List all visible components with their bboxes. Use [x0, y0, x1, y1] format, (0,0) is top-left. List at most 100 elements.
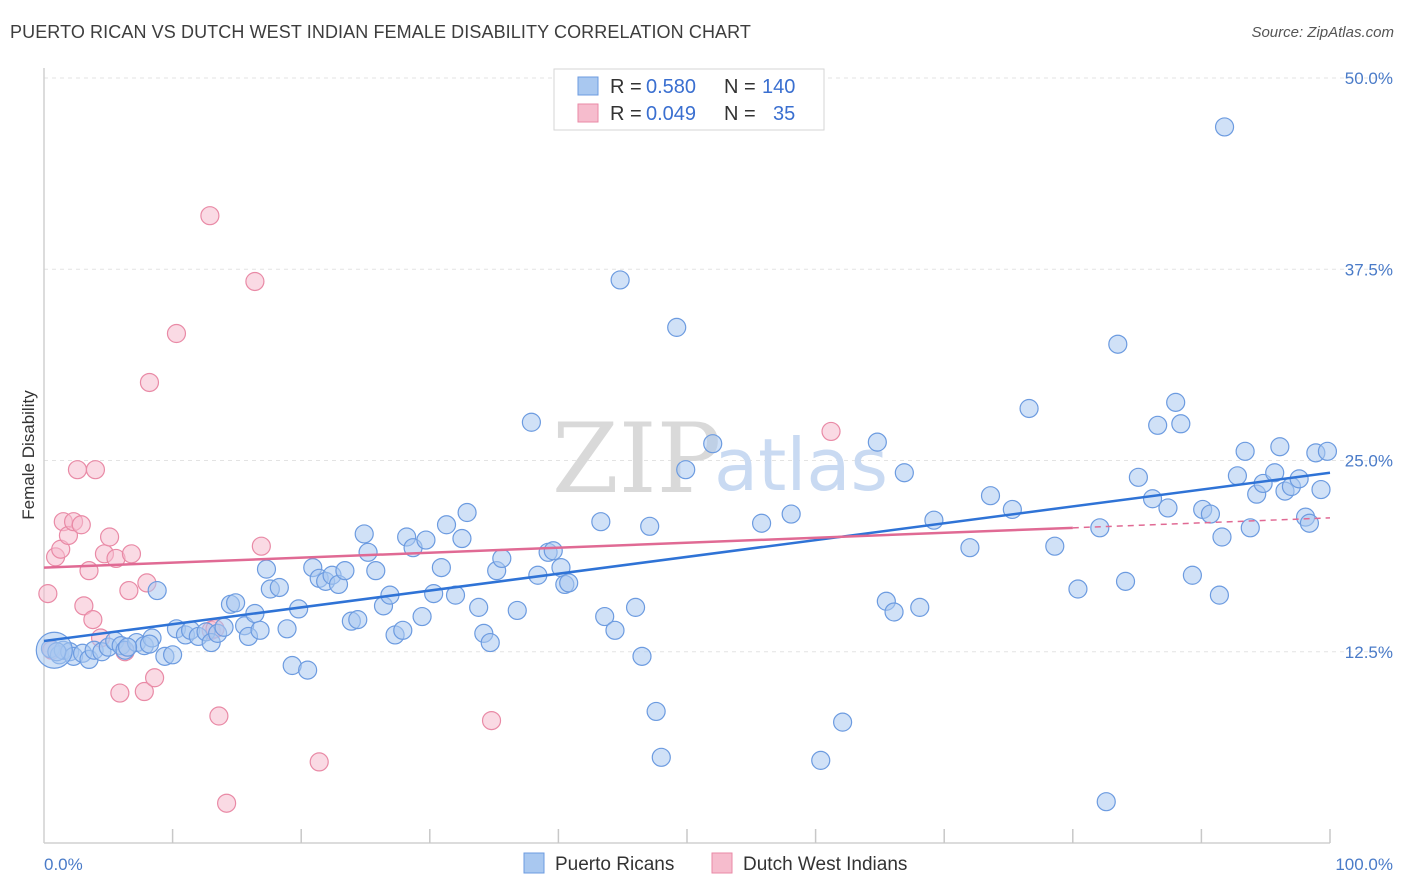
dutch-west-indians-point-24: [144, 668, 165, 688]
puerto-ricans-point-103: [1019, 398, 1039, 419]
puerto-ricans-point-60: [431, 557, 451, 578]
y-tick-label-3: 50.0%: [1345, 69, 1393, 88]
bottom-legend-puerto-ricans: Puerto Ricans: [555, 854, 674, 875]
dutch-west-indians-point-29: [209, 706, 229, 726]
watermark-atlas: atlas: [714, 423, 888, 507]
y-tick-label-0: 12.5%: [1345, 643, 1393, 662]
puerto-ricans-point-138: [117, 637, 138, 657]
puerto-ricans-point-78: [591, 512, 611, 532]
puerto-ricans-point-48: [354, 524, 374, 544]
puerto-ricans-point-124: [1240, 518, 1260, 538]
dutch-west-indians-point-10: [79, 561, 99, 581]
puerto-ricans-point-39: [298, 660, 318, 680]
puerto-ricans-point-64: [457, 502, 477, 523]
puerto-ricans-point-69: [492, 548, 512, 569]
y-axis-tick-labels: 12.5% 25.0% 37.5% 50.0%: [1345, 69, 1393, 662]
puerto-ricans-point-114: [1166, 392, 1186, 412]
puerto-ricans-point-89: [703, 434, 723, 454]
legend-r-value-1: 0.580: [646, 76, 696, 98]
puerto-ricans-point-128: [1270, 437, 1290, 457]
dutch-west-indians-point-19: [119, 580, 139, 601]
legend-r-value-2: 0.049: [646, 103, 696, 125]
y-tick-label-1: 25.0%: [1345, 452, 1393, 471]
puerto-ricans-point-92: [811, 750, 831, 770]
bottom-legend: Puerto Ricans Dutch West Indians: [523, 852, 907, 875]
puerto-ricans-point-28: [226, 593, 246, 613]
puerto-ricans-point-121: [1214, 117, 1235, 137]
puerto-ricans-point-97: [894, 463, 914, 483]
puerto-ricans-point-112: [1148, 415, 1168, 435]
dutch-west-indians-point-33: [309, 752, 329, 772]
puerto-ricans-point-133: [1299, 513, 1320, 533]
dutch-west-indians-point-21: [134, 681, 154, 702]
puerto-ricans-point-122: [1227, 466, 1248, 486]
puerto-ricans-point-63: [452, 528, 472, 549]
puerto-ricans-point-105: [1068, 579, 1088, 599]
dutch-west-indians-trend-line: [43, 526, 1073, 569]
puerto-ricans-point-84: [640, 516, 660, 536]
puerto-ricans-point-16: [147, 580, 167, 601]
puerto-ricans-point-74: [543, 541, 563, 561]
puerto-ricans-point-108: [1108, 334, 1128, 354]
puerto-ricans-point-47: [348, 610, 368, 630]
puerto-ricans-point-113: [1158, 498, 1178, 518]
legend-swatch-pink: [577, 103, 599, 123]
puerto-ricans-point-79: [595, 606, 615, 627]
legend-r-label-2: R =: [610, 103, 642, 125]
chart-title: PUERTO RICAN VS DUTCH WEST INDIAN FEMALE…: [10, 22, 752, 42]
puerto-ricans-point-32: [250, 620, 270, 640]
source-label: Source: ZipAtlas.com: [1251, 24, 1394, 41]
puerto-ricans-points: [35, 117, 1338, 812]
puerto-ricans-trend-line: [43, 471, 1331, 643]
dutch-west-indians-point-8: [71, 515, 91, 535]
puerto-ricans-point-91: [781, 504, 801, 524]
puerto-ricans-point-61: [436, 515, 457, 535]
dutch-west-indians-point-34: [481, 710, 502, 731]
legend-n-label-2: N =: [724, 103, 756, 125]
puerto-ricans-point-93: [833, 712, 853, 732]
dutch-west-indians-point-11: [83, 610, 103, 630]
puerto-ricans-point-106: [1090, 518, 1110, 538]
x-axis-ticks: [171, 829, 1331, 843]
puerto-ricans-point-90: [751, 513, 772, 533]
puerto-ricans-point-33: [256, 559, 277, 579]
puerto-ricans-point-119: [1209, 585, 1230, 605]
puerto-ricans-point-88: [676, 460, 696, 480]
legend-swatch-blue: [577, 76, 599, 96]
dutch-west-indians-point-35: [821, 421, 841, 442]
bottom-legend-dutch-west-indians: Dutch West Indians: [743, 854, 907, 875]
x-tick-label-min: 0.0%: [44, 855, 83, 874]
dutch-west-indians-point-26: [200, 206, 220, 226]
puerto-ricans-point-57: [412, 606, 432, 627]
y-tick-label-2: 37.5%: [1345, 260, 1393, 279]
puerto-ricans-point-81: [610, 270, 630, 290]
puerto-ricans-point-70: [507, 600, 527, 621]
puerto-ricans-point-110: [1128, 467, 1148, 487]
dutch-west-indians-point-0: [38, 584, 58, 604]
puerto-ricans-point-18: [163, 645, 183, 665]
dutch-west-indians-point-25: [166, 323, 187, 344]
puerto-ricans-point-123: [1235, 441, 1255, 461]
puerto-ricans-point-58: [416, 530, 436, 550]
puerto-ricans-point-115: [1171, 414, 1191, 434]
dutch-west-indians-point-15: [99, 527, 120, 547]
puerto-ricans-point-136: [1317, 441, 1338, 461]
dutch-west-indians-point-12: [85, 460, 106, 480]
puerto-ricans-point-118: [1200, 504, 1221, 524]
x-tick-label-max: 100.0%: [1335, 855, 1393, 874]
puerto-ricans-point-120: [1212, 527, 1232, 547]
puerto-ricans-point-54: [393, 620, 413, 640]
legend-n-value-1: 140: [762, 76, 795, 98]
dutch-west-indians-point-23: [139, 372, 160, 393]
dutch-west-indians-point-9: [74, 596, 94, 616]
watermark: ZIP atlas: [552, 403, 888, 515]
dutch-west-indians-trend-extension: [1072, 517, 1331, 529]
legend-r-label-1: R =: [610, 76, 642, 98]
puerto-ricans-point-45: [335, 561, 355, 581]
puerto-ricans-point-85: [646, 701, 666, 722]
puerto-ricans-point-109: [1115, 571, 1136, 591]
y-axis-title: Female Disability: [19, 390, 38, 520]
puerto-ricans-point-36: [277, 619, 297, 639]
puerto-ricans-point-50: [366, 561, 386, 581]
